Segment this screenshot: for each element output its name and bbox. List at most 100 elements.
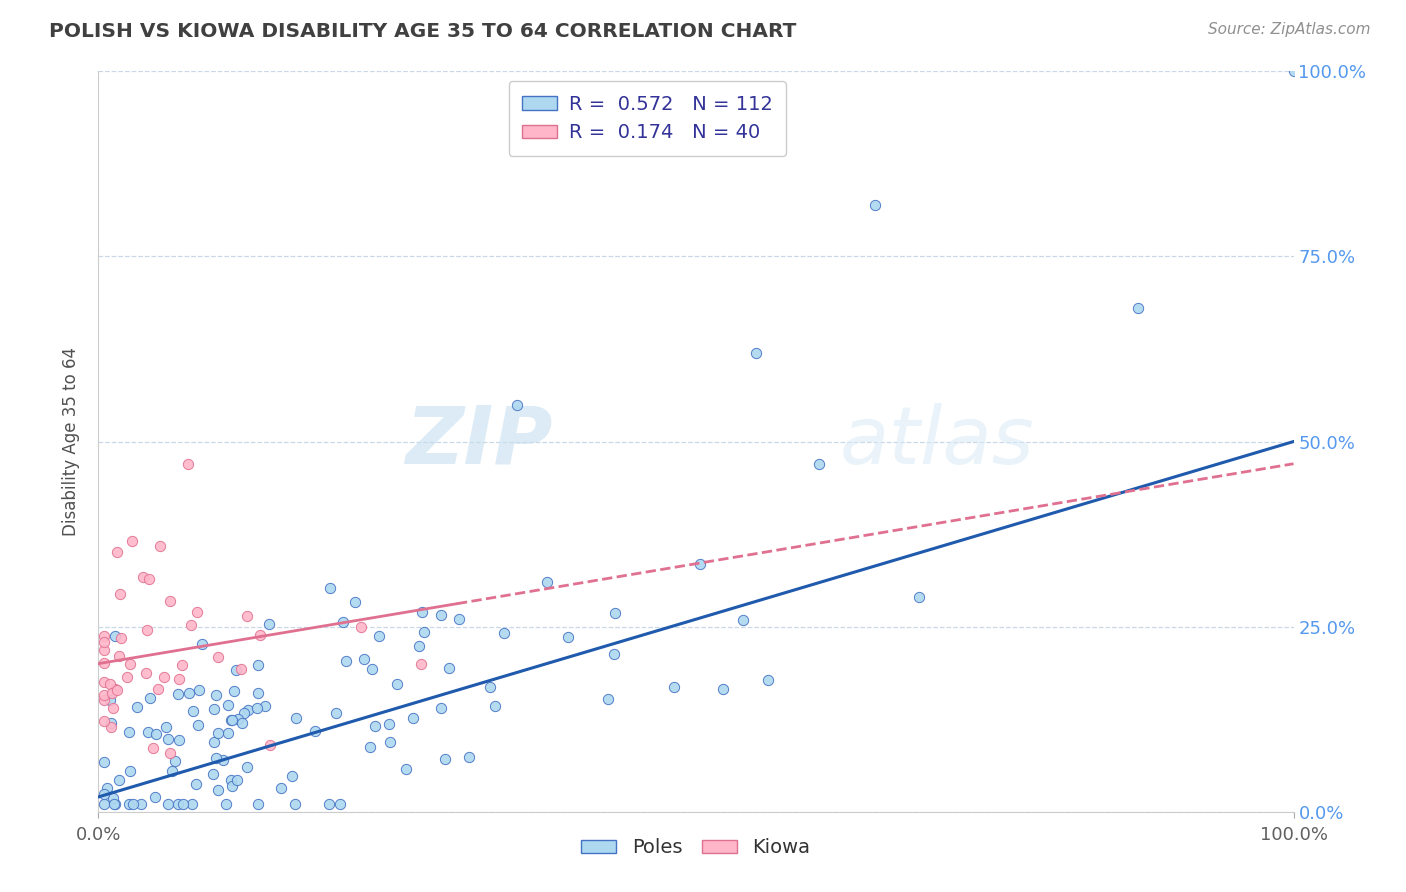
Point: [605, 606, 627, 620]
Point: [166, 797, 188, 812]
Point: [93, 629, 115, 643]
Point: [207, 725, 229, 739]
Point: [664, 680, 686, 694]
Point: [222, 683, 245, 698]
Point: [378, 735, 401, 749]
Text: Source: ZipAtlas.com: Source: ZipAtlas.com: [1208, 22, 1371, 37]
Point: [236, 609, 259, 624]
Point: [104, 629, 127, 643]
Text: atlas: atlas: [839, 402, 1035, 481]
Text: ZIP: ZIP: [405, 402, 553, 481]
Point: [745, 345, 768, 359]
Point: [246, 700, 269, 714]
Text: POLISH VS KIOWA DISABILITY AGE 35 TO 64 CORRELATION CHART: POLISH VS KIOWA DISABILITY AGE 35 TO 64 …: [49, 22, 797, 41]
Point: [434, 752, 457, 766]
Point: [378, 717, 401, 731]
Point: [360, 662, 382, 676]
Point: [159, 746, 181, 760]
Point: [908, 590, 931, 604]
Point: [808, 457, 831, 471]
Point: [187, 682, 209, 697]
Y-axis label: Disability Age 35 to 64: Disability Age 35 to 64: [62, 347, 80, 536]
Point: [202, 702, 225, 716]
Point: [129, 797, 152, 812]
Point: [117, 670, 139, 684]
Point: [172, 797, 194, 812]
Point: [145, 727, 167, 741]
Point: [104, 681, 127, 696]
Point: [225, 664, 247, 678]
Point: [153, 670, 176, 684]
Point: [413, 625, 436, 640]
Point: [359, 739, 381, 754]
Point: [101, 686, 124, 700]
Point: [187, 718, 209, 732]
Point: [484, 698, 506, 713]
Point: [232, 706, 254, 720]
Point: [93, 693, 115, 707]
Point: [395, 762, 418, 776]
Point: [217, 698, 239, 712]
Point: [135, 665, 157, 680]
Point: [165, 754, 187, 768]
Point: [411, 657, 433, 671]
Point: [93, 674, 115, 689]
Point: [108, 773, 131, 788]
Point: [93, 797, 115, 812]
Point: [226, 712, 249, 726]
Point: [205, 751, 228, 765]
Point: [170, 657, 193, 672]
Point: [142, 741, 165, 756]
Point: [304, 724, 326, 739]
Point: [155, 720, 177, 734]
Point: [318, 581, 340, 595]
Point: [190, 637, 212, 651]
Point: [1128, 301, 1150, 316]
Point: [343, 595, 366, 609]
Point: [536, 575, 558, 590]
Point: [149, 539, 172, 553]
Point: [865, 197, 887, 211]
Point: [247, 658, 270, 673]
Point: [103, 797, 125, 812]
Point: [121, 797, 143, 812]
Point: [325, 706, 347, 720]
Point: [181, 797, 204, 812]
Point: [259, 738, 281, 752]
Point: [494, 626, 516, 640]
Point: [506, 398, 529, 412]
Point: [108, 648, 131, 663]
Point: [478, 680, 501, 694]
Point: [219, 772, 242, 787]
Point: [98, 677, 121, 691]
Point: [186, 605, 208, 619]
Point: [229, 663, 252, 677]
Point: [127, 700, 149, 714]
Point: [246, 685, 269, 699]
Point: [101, 700, 124, 714]
Point: [603, 647, 626, 661]
Point: [136, 623, 159, 637]
Point: [364, 718, 387, 732]
Point: [756, 673, 779, 688]
Point: [226, 773, 249, 788]
Point: [402, 711, 425, 725]
Point: [118, 657, 141, 672]
Point: [207, 783, 229, 797]
Point: [711, 682, 734, 697]
Point: [180, 617, 202, 632]
Point: [202, 735, 225, 749]
Point: [93, 788, 115, 802]
Point: [103, 797, 125, 812]
Point: [207, 650, 229, 665]
Point: [1282, 64, 1305, 78]
Point: [121, 534, 143, 549]
Point: [284, 797, 307, 812]
Point: [202, 767, 225, 781]
Point: [367, 630, 389, 644]
Point: [110, 631, 132, 645]
Point: [430, 700, 453, 714]
Point: [219, 713, 242, 727]
Point: [98, 693, 121, 707]
Point: [284, 711, 307, 725]
